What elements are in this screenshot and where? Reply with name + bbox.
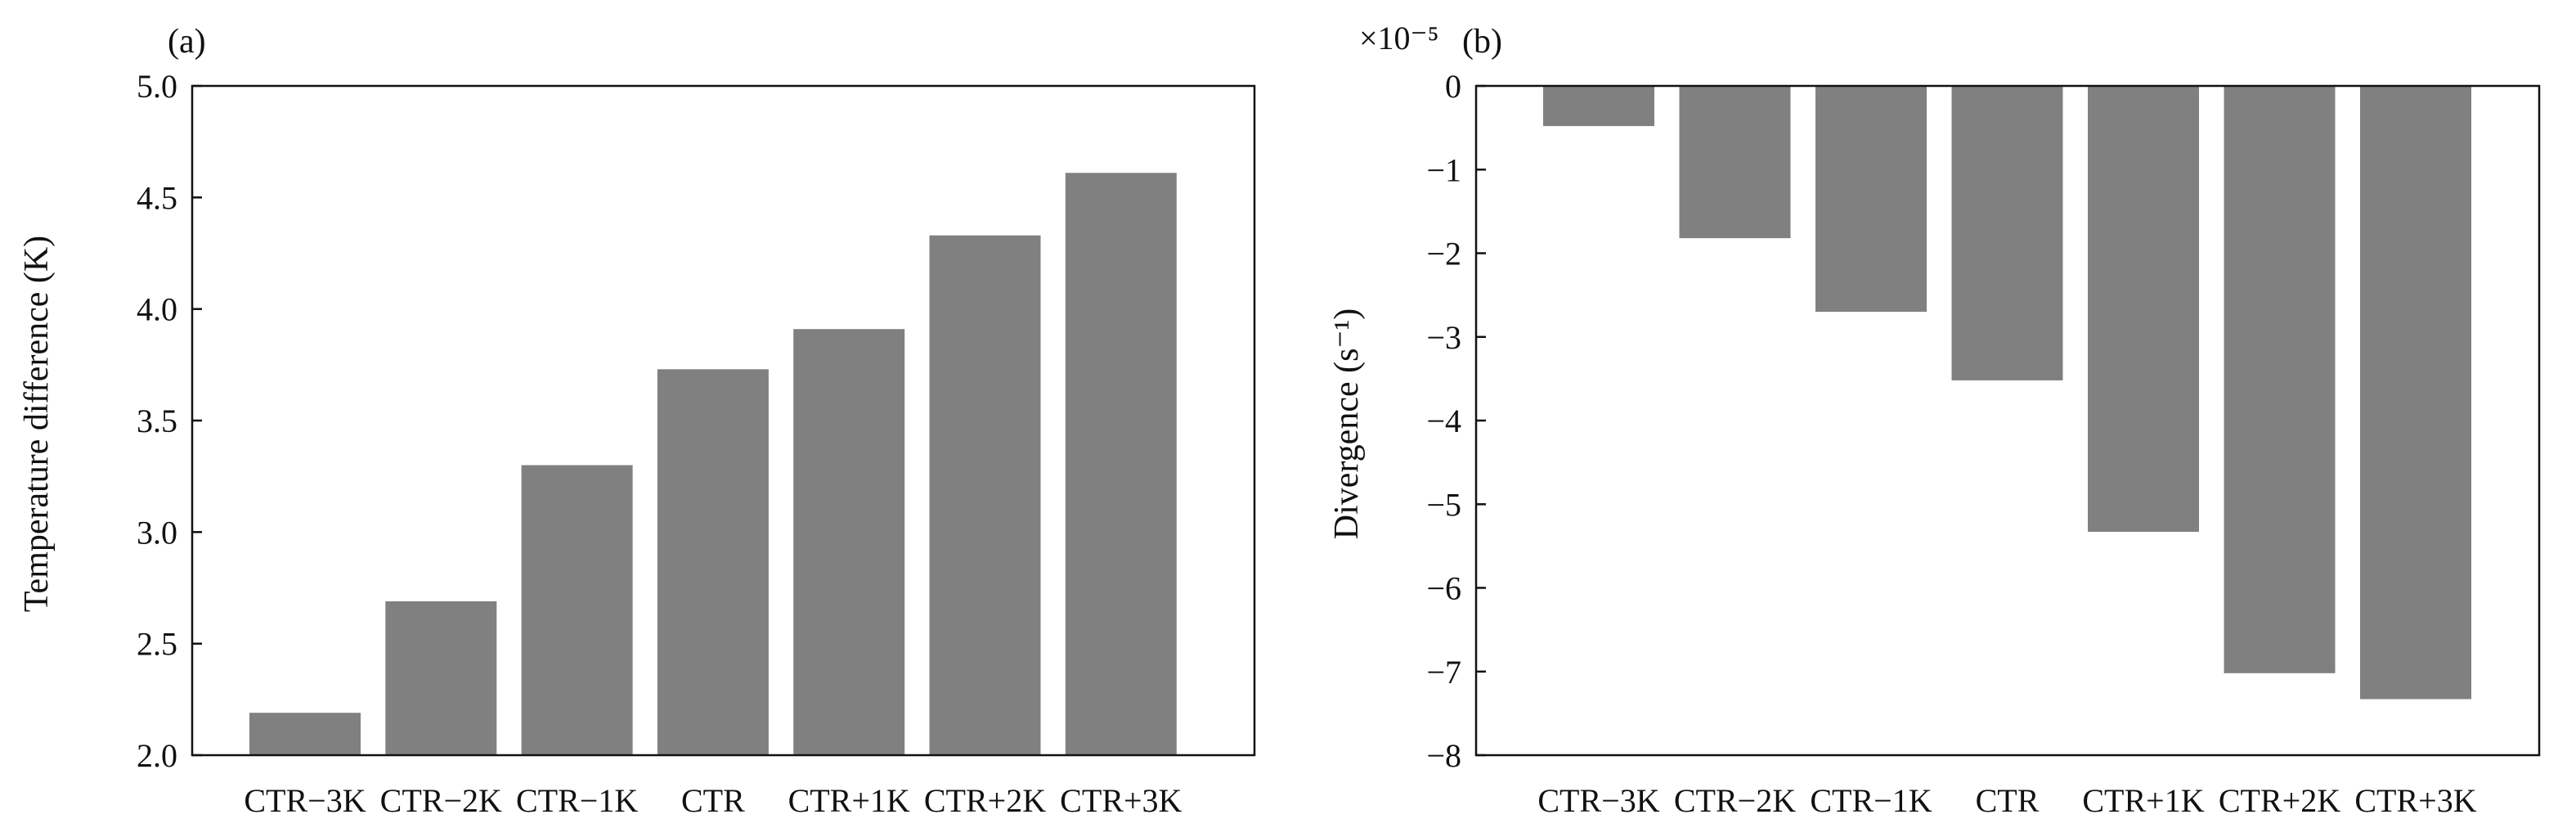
panel-b-y-tick-label-3: −6 [1426,570,1461,607]
panel-b-bar-4 [1951,86,2063,380]
panel-b-label: (b) [1462,23,1502,61]
panel-a-chart: (a) Temperature difference (K) 2.0 2.5 3.0… [18,23,1256,819]
panel-b-x-tick-label-5: CTR+1K [2082,782,2204,819]
panel-a-bar-5 [793,329,905,755]
panel-b-y-tick-label-6: −3 [1426,319,1461,356]
panel-b-y-tick-label-5: −4 [1426,403,1461,439]
panel-a-x-tick-label-1: CTR−3K [244,782,366,819]
panel-a-y-tick-label-3: 3.0 [137,514,177,551]
panel-a-y-tick-label-6: 4.5 [137,179,177,216]
panel-b-y-tick-label-2: −7 [1426,654,1461,691]
panel-a-bar-3 [521,465,633,755]
panel-a-frame [191,84,1256,757]
panel-b-y-tick-label-9: 0 [1445,68,1461,105]
panel-a-x-tick-label-7: CTR+3K [1060,782,1182,819]
panel-b-bar-7 [2360,86,2471,700]
panel-b-bar-2 [1679,86,1791,239]
panel-b-y-axis-label: Divergence (s⁻¹) [1328,308,1366,539]
panel-a-x-ticks: CTR−3K CTR−2K CTR−1K CTR CTR+1K CTR+2K CTR+3K [244,782,1182,819]
panel-b-x-tick-label-3: CTR−1K [1810,782,1932,819]
panel-a-y-tick-label-5: 4.0 [137,291,177,328]
panel-b-y-tick-label-8: −1 [1426,151,1461,188]
panel-b-y-ticks: −8 −7 −6 −5 −4 −3 −2 −1 0 [1426,68,1486,774]
panel-a-y-ticks: 2.0 2.5 3.0 3.5 4.0 4.5 5.0 [137,68,202,774]
panel-b-scale-label: ×10⁻⁵ [1359,20,1439,56]
panel-b-x-tick-label-7: CTR+3K [2354,782,2476,819]
panel-a-bar-4 [657,369,769,755]
panel-a-x-tick-label-3: CTR−1K [516,782,638,819]
panel-b-frame [1474,84,2541,757]
panel-a-x-tick-label-6: CTR+2K [924,782,1046,819]
panel-b-x-tick-label-1: CTR−3K [1537,782,1659,819]
panel-a-y-tick-label-7: 5.0 [137,68,177,105]
panel-b-y-tick-label-7: −2 [1426,236,1461,272]
panel-a-bar-1 [249,713,361,755]
panel-a-bar-7 [1065,173,1177,756]
panel-a-bars [249,173,1177,756]
panel-a-y-tick-label-2: 2.5 [137,626,177,663]
panel-a-y-tick-label-1: 2.0 [137,737,177,774]
panel-a-y-tick-label-4: 3.5 [137,403,177,439]
panel-a-x-tick-label-4: CTR [681,782,745,819]
panel-a-y-axis-label: Temperature difference (K) [18,236,56,612]
panel-b-x-ticks: CTR−3K CTR−2K CTR−1K CTR CTR+1K CTR+2K CTR+3K [1537,782,2476,819]
panel-a-x-tick-label-2: CTR−2K [380,782,502,819]
panel-b-bar-6 [2224,86,2336,673]
panel-b-bars [1543,86,2471,700]
panel-b-bar-5 [2088,86,2199,532]
panel-b-chart: ×10⁻⁵ (b) Divergence (s⁻¹) −8−7−6−5−4−3−… [1328,20,2541,819]
panel-b-bar-1 [1543,86,1654,127]
panel-b-x-tick-label-6: CTR+2K [2219,782,2340,819]
panel-a-bar-2 [385,601,497,755]
panel-b-y-tick-label-4: −5 [1426,486,1461,523]
panel-b-y-tick-label-1: −8 [1426,737,1461,774]
panel-b-bar-3 [1815,86,1927,313]
panel-a-x-tick-label-5: CTR+1K [788,782,910,819]
panel-a-bar-6 [929,235,1041,755]
panel-b-x-tick-label-4: CTR [1976,782,2040,819]
panel-a-label: (a) [168,23,206,61]
panel-b-x-tick-label-2: CTR−2K [1674,782,1796,819]
